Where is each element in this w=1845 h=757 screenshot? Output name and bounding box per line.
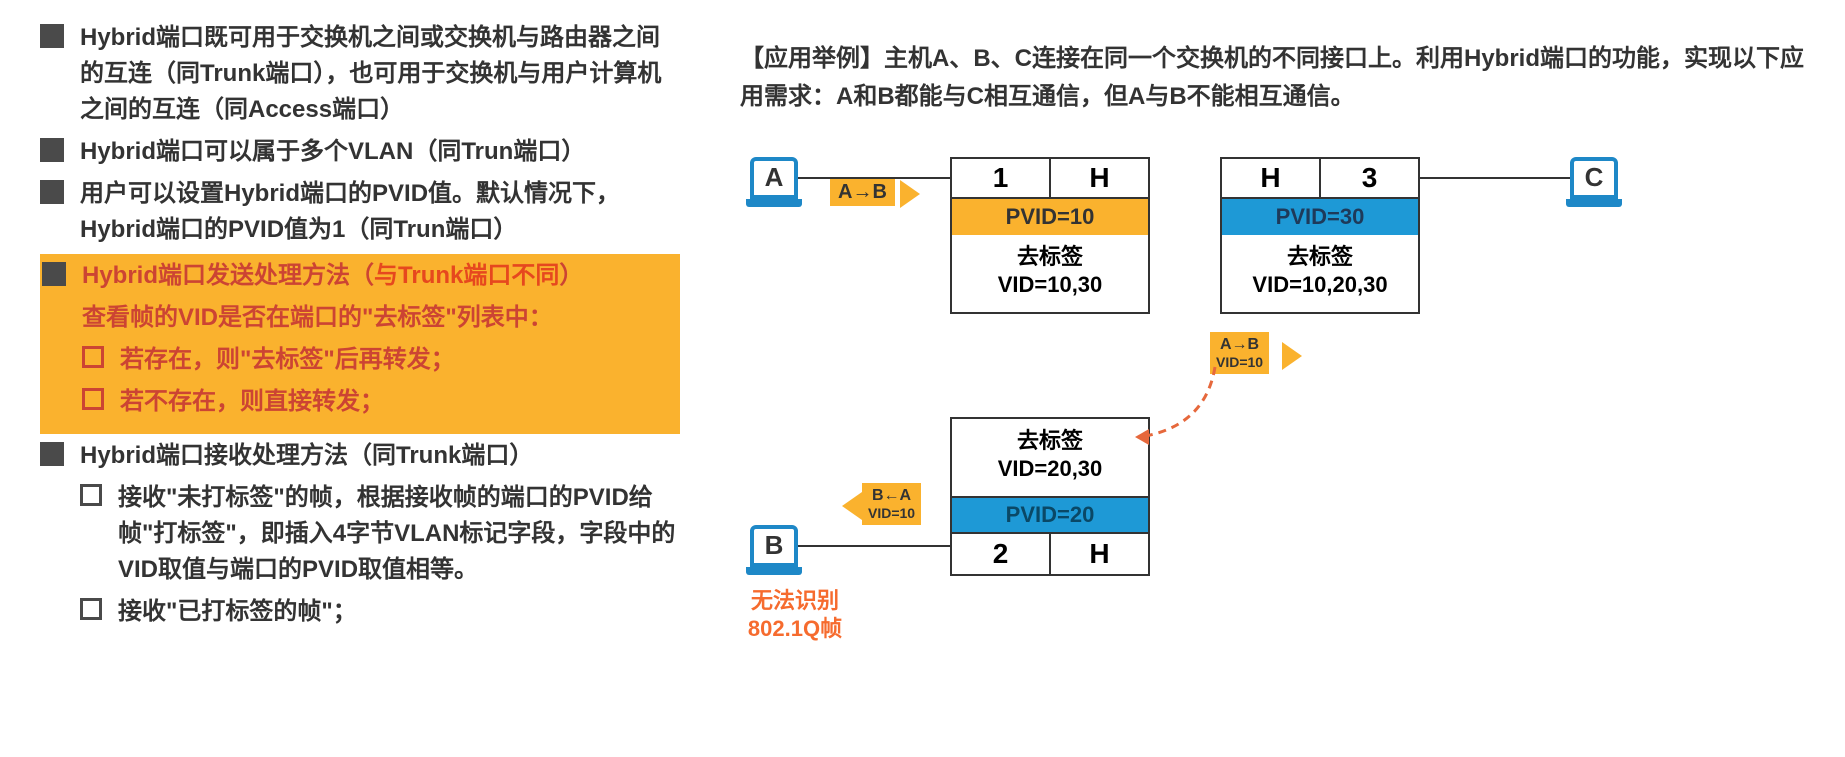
example-paragraph: 【应用举例】主机A、B、C连接在同一个交换机的不同接口上。利用Hybrid端口的… [740, 40, 1805, 117]
text: Hybrid端口既可用于交换机之间或交换机与路由器之间的互连（同Trunk端口）… [80, 20, 680, 128]
port-head: 1 H [952, 159, 1148, 199]
left-column: Hybrid端口既可用于交换机之间或交换机与路由器之间的互连（同Trunk端口）… [40, 20, 680, 737]
bullet-3: 用户可以设置Hybrid端口的PVID值。默认情况下，Hybrid端口的PVID… [40, 176, 680, 248]
bullet-icon [40, 138, 64, 162]
strip: 去标签 VID=20,30 [952, 419, 1148, 498]
pvid: PVID=10 [952, 199, 1148, 235]
l1: 去标签 [962, 427, 1138, 456]
host-a-base [746, 199, 802, 207]
packet-b-from-a: B←A VID=10 [862, 483, 921, 525]
bullet-1: Hybrid端口既可用于交换机之间或交换机与路由器之间的互连（同Trunk端口）… [40, 20, 680, 128]
network-diagram: A A→B 1 H PVID=10 去标签 VID=10,30 H 3 PVID… [740, 147, 1640, 687]
dashed-arrow [1135, 357, 1235, 447]
text: Hybrid端口发送处理方法（与Trunk端口不同） [82, 258, 583, 294]
l1: 去标签 [962, 243, 1138, 272]
l1: 去标签 [1232, 243, 1408, 272]
text: 查看帧的VID是否在端口的"去标签"列表中： [82, 300, 553, 336]
text: 若不存在，则直接转发； [120, 384, 384, 420]
port-mode: H [1222, 159, 1321, 199]
strip: 去标签 VID=10,20,30 [1222, 235, 1418, 312]
strip: 去标签 VID=10,30 [952, 235, 1148, 312]
right-column: 【应用举例】主机A、B、C连接在同一个交换机的不同接口上。利用Hybrid端口的… [740, 20, 1805, 737]
hollow-icon [82, 346, 104, 368]
arrow-icon [900, 180, 920, 208]
bullet-icon [42, 262, 66, 286]
host-label: B [765, 530, 784, 561]
pvid: PVID=20 [952, 498, 1148, 534]
host-b: B [750, 525, 798, 567]
text: Hybrid端口接收处理方法（同Trunk端口） [80, 438, 533, 474]
port-2: 去标签 VID=20,30 PVID=20 2 H [950, 417, 1150, 576]
host-label: A [765, 162, 784, 193]
packet-a-to-b: A→B [830, 179, 895, 206]
port-mode: H [1051, 159, 1148, 199]
port-3: H 3 PVID=30 去标签 VID=10,20,30 [1220, 157, 1420, 314]
t: Hybrid端口发送处理方法（ [82, 262, 374, 289]
bullet-4-sub: 查看帧的VID是否在端口的"去标签"列表中： [82, 300, 678, 336]
l2: VID=20,30 [962, 455, 1138, 484]
bullet-icon [40, 24, 64, 48]
l1: B←A [868, 486, 915, 505]
bullet-4-s1: 若存在，则"去标签"后再转发； [82, 342, 678, 378]
port-head: H 3 [1222, 159, 1418, 199]
port-num: 1 [952, 159, 1051, 199]
bullet-4-s2: 若不存在，则直接转发； [82, 384, 678, 420]
text: 接收"未打标签"的帧，根据接收帧的端口的PVID给帧"打标签"，即插入4字节VL… [118, 480, 680, 588]
l2: 802.1Q帧 [720, 615, 870, 644]
text: 若存在，则"去标签"后再转发； [120, 342, 455, 378]
text: 接收"已打标签的帧"； [118, 594, 357, 630]
l2: VID=10,30 [962, 271, 1138, 300]
arrow-icon [842, 492, 862, 520]
bullet-4: Hybrid端口发送处理方法（与Trunk端口不同） [42, 258, 678, 294]
cannot-recognize: 无法识别 802.1Q帧 [720, 587, 870, 644]
port-head: 2 H [952, 534, 1148, 574]
lbl: A→B [838, 181, 887, 203]
pvid: PVID=30 [1222, 199, 1418, 235]
hollow-icon [80, 598, 102, 620]
host-c-base [1566, 199, 1622, 207]
bullet-5-s1: 接收"未打标签"的帧，根据接收帧的端口的PVID给帧"打标签"，即插入4字节VL… [80, 480, 680, 588]
link-c [1420, 177, 1570, 179]
text: 用户可以设置Hybrid端口的PVID值。默认情况下，Hybrid端口的PVID… [80, 176, 680, 248]
diff: 与Trunk端口不同 [374, 262, 559, 289]
close: ） [559, 262, 583, 289]
arrow-icon [1282, 342, 1302, 370]
l2: VID=10 [868, 505, 915, 522]
port-mode: H [1051, 534, 1148, 574]
l2: VID=10,20,30 [1232, 271, 1408, 300]
bullet-5-s2: 接收"已打标签的帧"； [80, 594, 680, 630]
bullet-icon [40, 180, 64, 204]
bullet-icon [40, 442, 64, 466]
l1: A→B [1216, 335, 1263, 354]
l1: 无法识别 [720, 587, 870, 616]
port-num: 2 [952, 534, 1051, 574]
host-a: A [750, 157, 798, 199]
bullet-2: Hybrid端口可以属于多个VLAN（同Trun端口） [40, 134, 680, 170]
host-label: C [1585, 162, 1604, 193]
port-num: 3 [1321, 159, 1418, 199]
host-b-base [746, 567, 802, 575]
highlight-block: Hybrid端口发送处理方法（与Trunk端口不同） 查看帧的VID是否在端口的… [40, 254, 680, 434]
host-c: C [1570, 157, 1618, 199]
hollow-icon [80, 484, 102, 506]
hollow-icon [82, 388, 104, 410]
link-b [798, 545, 950, 547]
bullet-5: Hybrid端口接收处理方法（同Trunk端口） [40, 438, 680, 474]
text: Hybrid端口可以属于多个VLAN（同Trun端口） [80, 134, 585, 170]
port-1: 1 H PVID=10 去标签 VID=10,30 [950, 157, 1150, 314]
